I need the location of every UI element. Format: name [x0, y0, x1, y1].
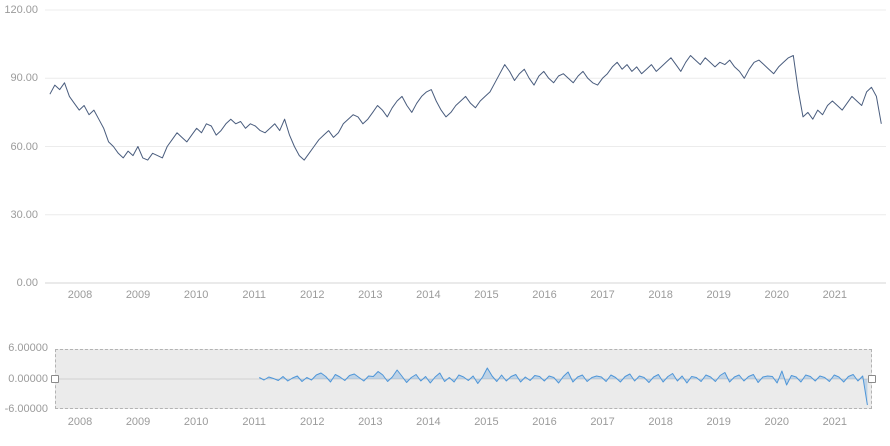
- x-axis-tick-label: 2015: [474, 289, 499, 301]
- y-axis-tick-label: 60.00: [10, 140, 38, 153]
- x-axis-tick-label: 2013: [358, 416, 383, 428]
- x-axis-tick-label: 2009: [125, 416, 151, 428]
- x-axis-tick-label: 2021: [822, 289, 848, 301]
- x-axis-tick-label: 2013: [358, 289, 383, 301]
- x-axis-tick-label: 2017: [590, 289, 615, 301]
- x-axis-tick-label: 2011: [242, 416, 267, 428]
- x-axis-tick-label: 2010: [183, 289, 209, 301]
- navigator-handle-left[interactable]: [51, 375, 59, 383]
- navigator-y-axis: 6.00000 0.00000 -6.00000: [0, 343, 48, 415]
- x-axis-tick-label: 2017: [590, 416, 615, 428]
- y-axis-tick-label: 90.00: [10, 72, 38, 85]
- y-axis-tick-label: 0.00000: [8, 372, 48, 385]
- y-axis-tick-label: -6.00000: [4, 403, 48, 415]
- x-axis-tick-label: 2020: [764, 416, 789, 428]
- x-axis-tick-label: 2016: [532, 416, 557, 428]
- main-x-axis: 2008 2009 2010 2011 2012 2013 2014 2015 2016 2017…: [60, 289, 855, 301]
- main-chart-plot[interactable]: [0, 0, 890, 310]
- x-axis-tick-label: 2009: [125, 289, 151, 301]
- y-axis-tick-label: 120.00: [4, 4, 38, 16]
- y-axis-tick-label: 6.00000: [8, 342, 48, 354]
- y-axis-tick-label: 30.00: [10, 208, 38, 221]
- main-y-axis: 120.00 90.00 60.00 30.00 0.00: [0, 4, 38, 289]
- x-axis-tick-label: 2021: [822, 416, 848, 428]
- navigator-selection[interactable]: [55, 349, 872, 409]
- x-axis-tick-label: 2018: [648, 289, 673, 301]
- x-axis-tick-label: 2008: [67, 416, 93, 428]
- x-axis-tick-label: 2015: [474, 416, 499, 428]
- x-axis-tick-label: 2012: [300, 416, 325, 428]
- x-axis-tick-label: 2014: [416, 289, 441, 301]
- y-axis-tick-label: 0.00: [16, 277, 38, 289]
- x-axis-tick-label: 2016: [532, 289, 557, 301]
- x-axis-tick-label: 2008: [67, 289, 93, 301]
- price-line: [49, 55, 882, 161]
- navigator-handle-right[interactable]: [868, 375, 876, 383]
- x-axis-tick-label: 2011: [242, 289, 267, 301]
- x-axis-tick-label: 2020: [764, 289, 789, 301]
- navigator-x-axis: 2008 2009 2010 2011 2012 2013 2014 2015 2016 2017…: [60, 416, 855, 428]
- x-axis-tick-label: 2019: [706, 289, 731, 301]
- x-axis-tick-label: 2014: [416, 416, 441, 428]
- x-axis-tick-label: 2012: [300, 289, 325, 301]
- x-axis-tick-label: 2019: [706, 416, 731, 428]
- x-axis-tick-label: 2010: [183, 416, 209, 428]
- x-axis-tick-label: 2018: [648, 416, 673, 428]
